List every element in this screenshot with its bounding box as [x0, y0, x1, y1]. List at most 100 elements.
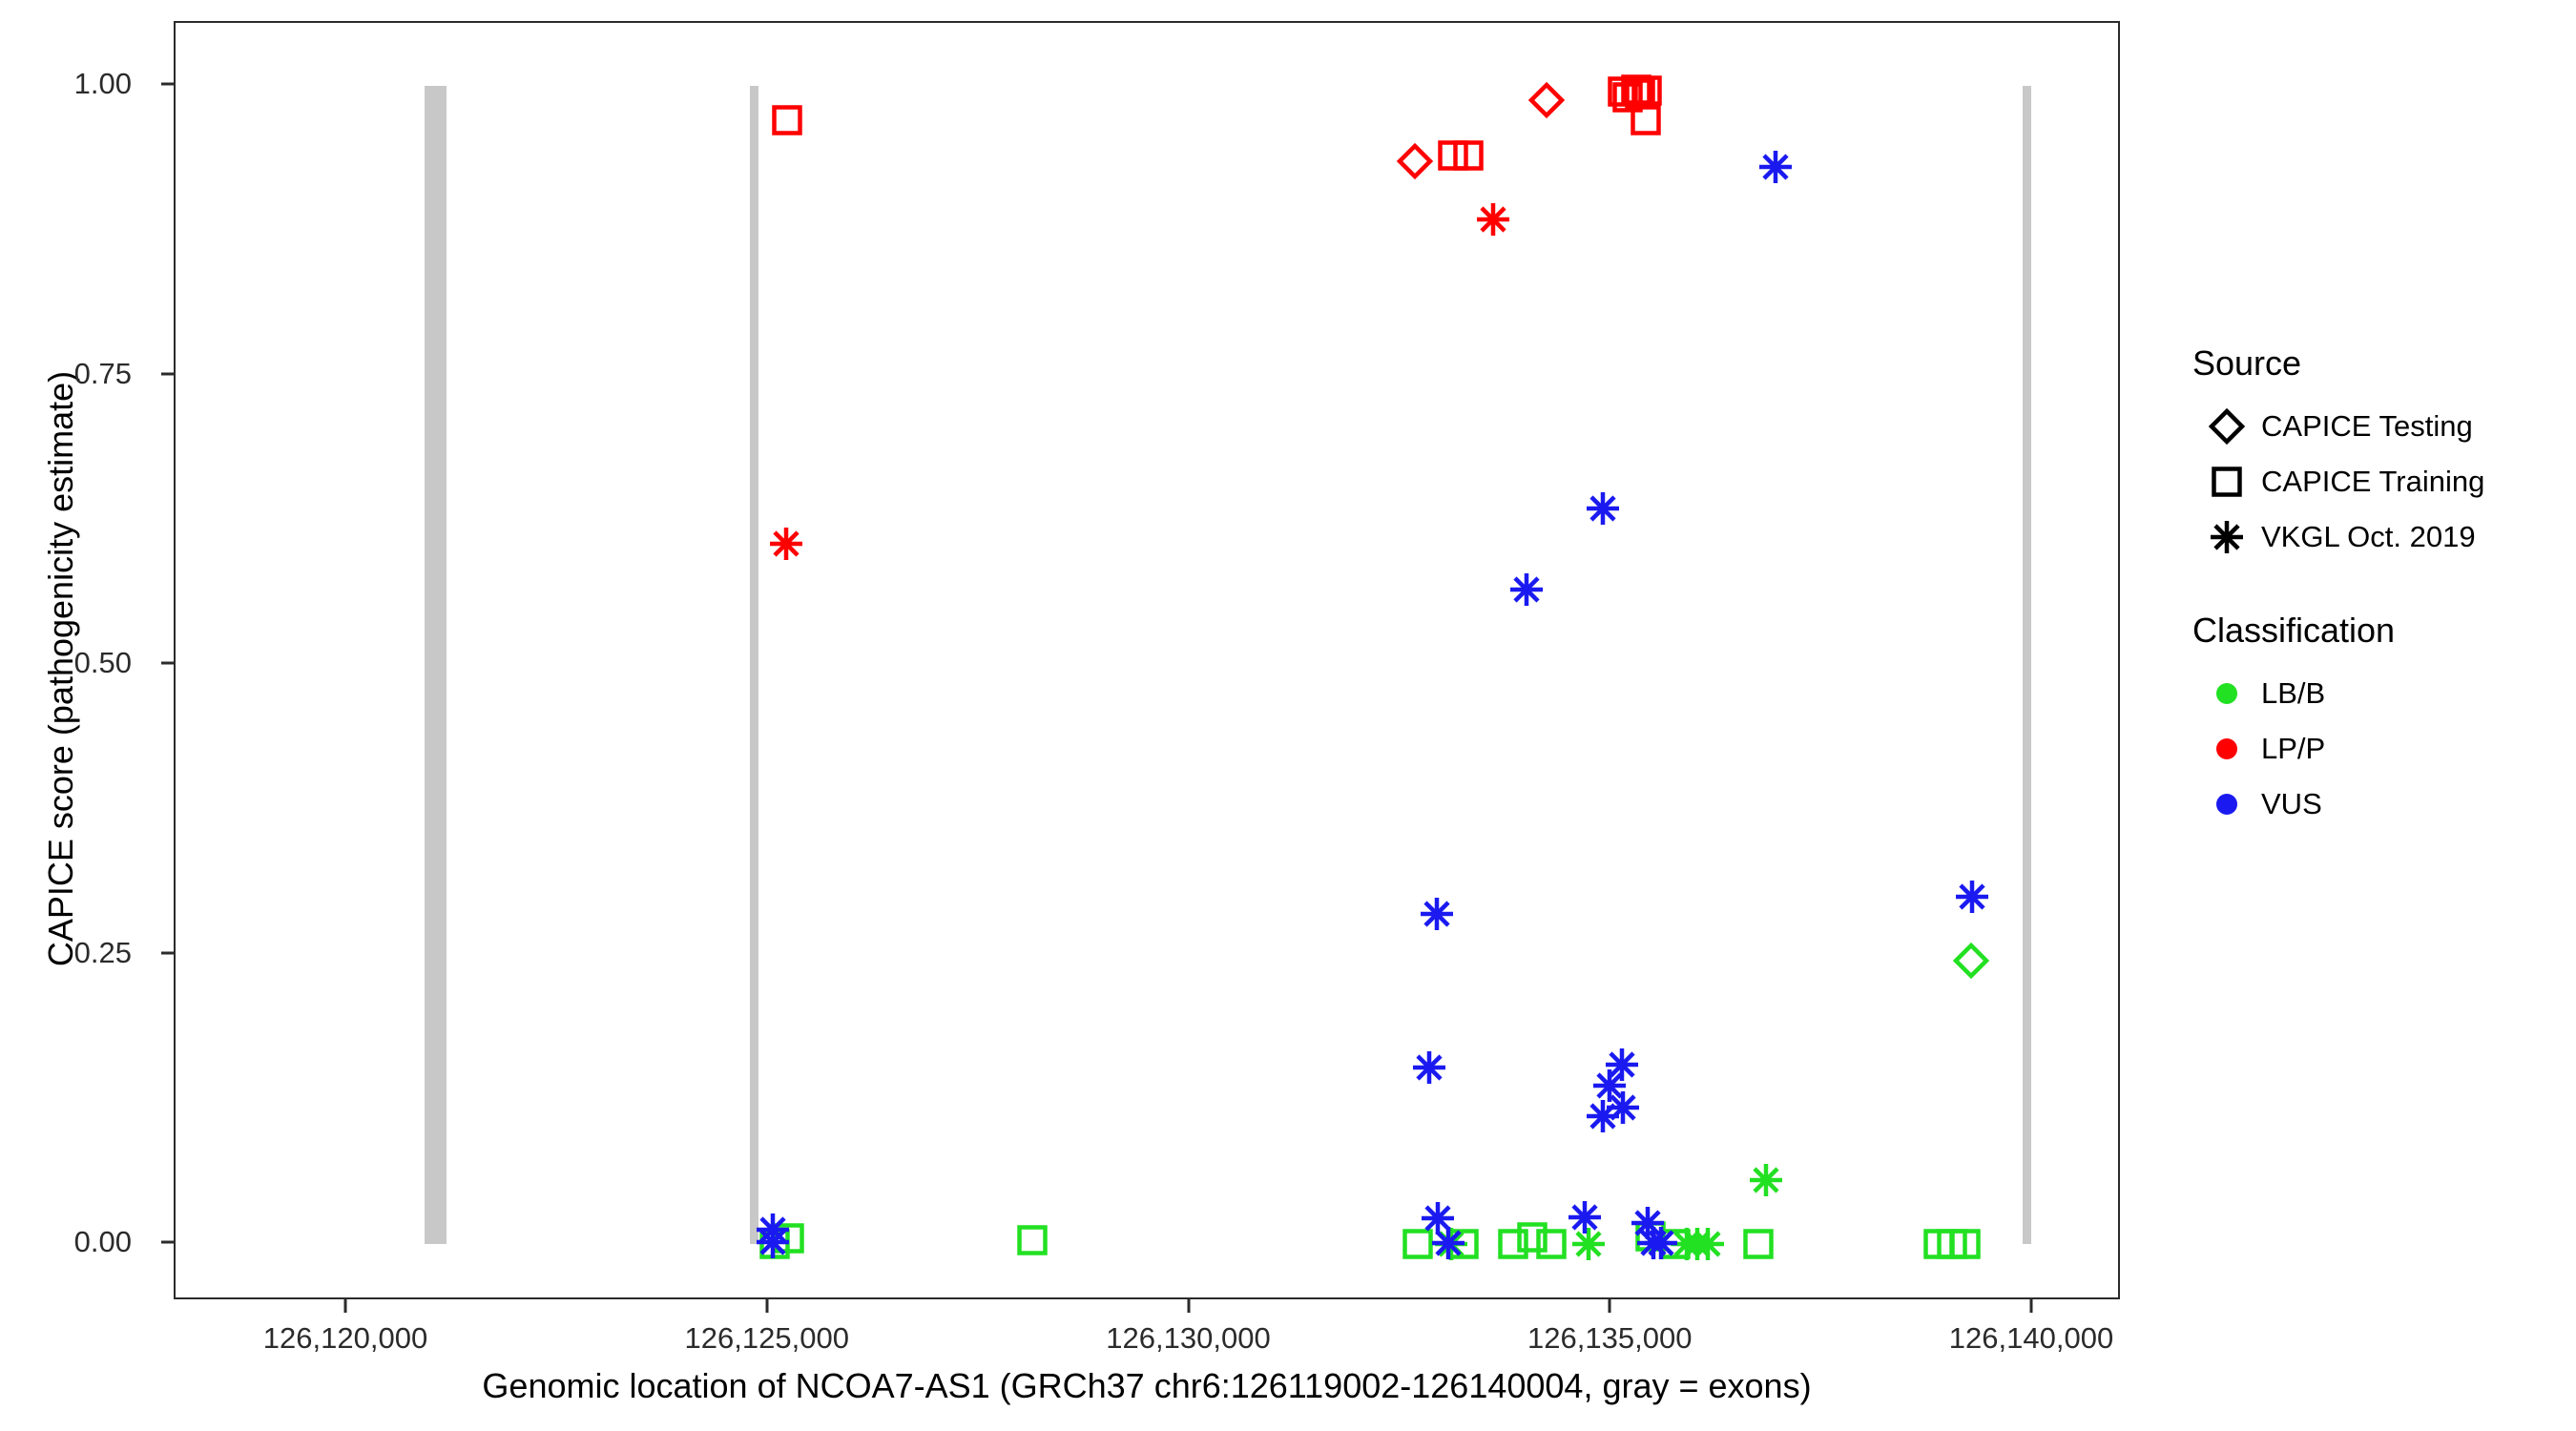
x-tick-mark	[1608, 1299, 1611, 1313]
legend-item-source[interactable]: VKGL Oct. 2019	[2192, 509, 2555, 565]
x-tick-mark	[2029, 1299, 2033, 1313]
legend-item-label: LB/B	[2261, 676, 2326, 710]
y-tick-mark	[161, 661, 174, 665]
square-icon	[2192, 461, 2261, 503]
x-tick-label: 126,130,000	[1106, 1321, 1271, 1355]
data-point	[1564, 1196, 1606, 1238]
exon-bar	[2023, 86, 2032, 1244]
legend-item-source[interactable]: CAPICE Testing	[2192, 399, 2555, 454]
data-point	[1918, 1223, 1960, 1265]
data-point	[768, 1217, 810, 1259]
color-dot-icon	[2192, 673, 2261, 715]
legend-item-label: VUS	[2261, 787, 2322, 820]
data-point	[1511, 1216, 1553, 1258]
data-point	[1447, 135, 1489, 176]
legend: Source CAPICE Testing CAPICE Training VKG…	[2192, 343, 2555, 878]
x-tick-label: 126,120,000	[262, 1321, 428, 1355]
legend-title-classification: Classification	[2192, 611, 2396, 650]
data-point	[1602, 71, 1644, 113]
y-tick-mark	[161, 951, 174, 954]
data-point	[1430, 1223, 1472, 1265]
data-point	[1755, 146, 1797, 188]
data-point	[1737, 1223, 1779, 1265]
x-axis-title: Genomic location of NCOA7-AS1 (GRCh37 ch…	[482, 1366, 1812, 1405]
legend-classification-rows: LB/B LP/P VUS	[2192, 666, 2555, 832]
data-point	[1944, 1223, 1986, 1265]
legend-item-label: CAPICE Training	[2261, 465, 2485, 498]
data-point	[1687, 1223, 1729, 1265]
legend-block-classification: Classification LB/B LP/P VUS	[2192, 611, 2555, 832]
data-point	[1530, 1223, 1572, 1265]
color-dot-icon	[2192, 728, 2261, 770]
legend-item-classification[interactable]: LP/P	[2192, 721, 2555, 777]
y-tick-label: 0.00	[73, 1225, 132, 1258]
exon-bar	[425, 86, 447, 1244]
x-tick-label: 126,125,000	[684, 1321, 849, 1355]
legend-item-label: LP/P	[2261, 732, 2326, 765]
legend-item-label: CAPICE Testing	[2261, 409, 2473, 443]
data-point	[1432, 135, 1474, 176]
data-point	[1492, 1223, 1534, 1265]
data-point	[1632, 1222, 1674, 1264]
legend-item-classification[interactable]: LB/B	[2192, 666, 2555, 721]
data-point	[1472, 198, 1514, 240]
data-point	[1526, 79, 1568, 121]
data-point	[765, 523, 807, 565]
exon-bar	[750, 86, 759, 1244]
data-point	[1443, 1223, 1485, 1265]
diamond-icon	[2192, 405, 2261, 447]
data-point	[1417, 1197, 1459, 1239]
data-point	[1626, 70, 1668, 112]
y-tick-mark	[161, 82, 174, 86]
data-point	[1625, 99, 1667, 141]
legend-block-source: Source CAPICE Testing CAPICE Training VKG…	[2192, 343, 2555, 565]
data-point	[1568, 1223, 1610, 1265]
data-point	[1582, 1095, 1624, 1137]
data-point	[1745, 1159, 1787, 1201]
legend-title-source: Source	[2192, 343, 2302, 383]
data-point	[1582, 487, 1624, 529]
data-point	[1627, 1202, 1669, 1244]
data-point	[1640, 1222, 1682, 1264]
data-point	[1950, 940, 1992, 982]
x-tick-mark	[1187, 1299, 1190, 1313]
y-tick-label: 1.00	[73, 67, 132, 100]
x-tick-label: 126,140,000	[1948, 1321, 2114, 1355]
legend-item-classification[interactable]: VUS	[2192, 777, 2555, 832]
data-point	[1601, 1044, 1643, 1086]
y-tick-label: 0.75	[73, 356, 132, 390]
data-point	[1506, 569, 1548, 611]
data-point	[1931, 1223, 1973, 1265]
x-tick-mark	[343, 1299, 347, 1313]
data-point	[1589, 1065, 1631, 1107]
plot-surface	[176, 23, 2118, 1297]
data-point	[1011, 1219, 1053, 1261]
y-tick-mark	[161, 1240, 174, 1244]
data-point	[1397, 1223, 1439, 1265]
y-tick-mark	[161, 372, 174, 375]
data-point	[1630, 1215, 1672, 1257]
data-point	[766, 99, 808, 141]
data-point	[1951, 876, 1993, 918]
legend-item-source[interactable]: CAPICE Training	[2192, 454, 2555, 509]
data-point	[1394, 140, 1436, 182]
y-tick-label: 0.25	[73, 935, 132, 969]
data-point	[1619, 73, 1661, 114]
data-point	[1654, 1223, 1696, 1265]
data-point	[1615, 69, 1657, 111]
plot-panel	[174, 21, 2120, 1299]
asterisk-icon	[2192, 516, 2261, 558]
data-point	[754, 1223, 796, 1265]
data-point	[1602, 1087, 1644, 1129]
data-point	[1666, 1223, 1708, 1265]
data-point	[1408, 1047, 1450, 1089]
legend-source-rows: CAPICE Testing CAPICE Training VKGL Oct. …	[2192, 399, 2555, 565]
x-tick-label: 126,135,000	[1527, 1321, 1693, 1355]
x-tick-mark	[765, 1299, 769, 1313]
data-point	[1607, 76, 1649, 118]
y-axis-ticks: 0.00 0.25 0.50 0.75 1.00	[0, 0, 174, 1299]
color-dot-icon	[2192, 783, 2261, 825]
legend-item-label: VKGL Oct. 2019	[2261, 520, 2476, 553]
y-tick-label: 0.50	[73, 646, 132, 679]
